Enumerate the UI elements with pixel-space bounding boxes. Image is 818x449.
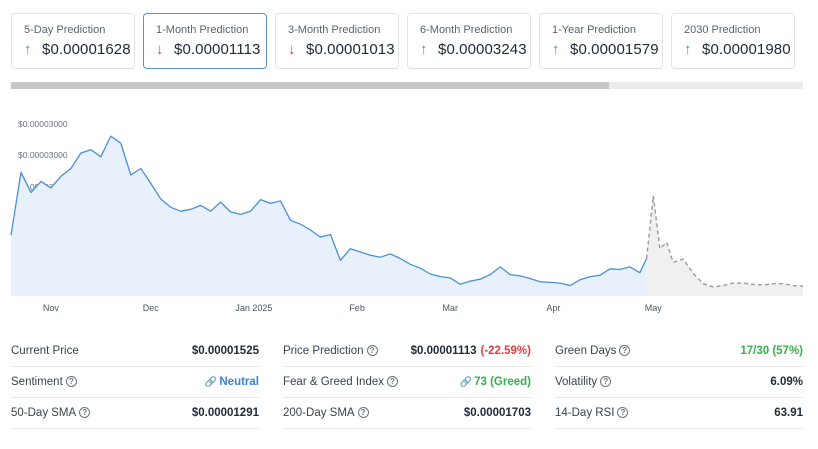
stat-row-volatility: Volatility? 6.09% xyxy=(555,367,803,398)
stat-value: $0.00001703 xyxy=(463,407,531,419)
stat-value-link[interactable]: 🔗 Neutral xyxy=(204,376,259,388)
prediction-label: 6-Month Prediction xyxy=(420,24,513,36)
stat-value: 17/30 (57%) xyxy=(740,345,803,357)
price-chart: $0.00003000$0.00003000$0.00003000$0.0000… xyxy=(0,112,818,320)
forecast-area xyxy=(646,195,803,296)
stat-row-green-days: Green Days? 17/30 (57%) xyxy=(555,336,803,367)
stat-row-price-prediction: Price Prediction? $0.00001113 (-22.59%) xyxy=(283,336,531,367)
stat-row-200-day-sma: 200-Day SMA? $0.00001703 xyxy=(283,398,531,429)
historical-price-line xyxy=(10,135,648,287)
prediction-value: ↑ $0.00001579 xyxy=(552,41,659,58)
prediction-label: 3-Month Prediction xyxy=(288,24,381,36)
price-chart-svg: $0.00003000$0.00003000$0.00003000$0.0000… xyxy=(10,119,804,313)
prediction-value: ↑ $0.00001628 xyxy=(24,41,131,58)
prediction-label: 1-Month Prediction xyxy=(156,24,249,36)
prediction-card-1-month[interactable]: 1-Month Prediction ↓ $0.00001113 xyxy=(143,13,267,69)
info-icon[interactable]: ? xyxy=(617,407,629,418)
arrow-up-icon: ↑ xyxy=(420,41,428,58)
stat-value: 6.09% xyxy=(770,376,803,388)
historical-area xyxy=(11,136,647,296)
stats-column-1: Current Price $0.00001525 Sentiment? 🔗 Ne… xyxy=(11,336,259,429)
prediction-value: ↓ $0.00001013 xyxy=(288,41,395,58)
stats-column-3: Green Days? 17/30 (57%) Volatility? 6.09… xyxy=(555,336,803,429)
x-tick-label: May xyxy=(645,303,663,313)
prediction-card-1-year[interactable]: 1-Year Prediction ↑ $0.00001579 xyxy=(539,13,663,69)
arrow-up-icon: ↑ xyxy=(684,41,692,58)
prediction-value: ↑ $0.00003243 xyxy=(420,41,527,58)
stats-column-2: Price Prediction? $0.00001113 (-22.59%) F… xyxy=(283,336,531,429)
x-tick-label: Dec xyxy=(143,303,160,313)
stat-value: $0.00001525 xyxy=(191,345,259,357)
x-tick-label: Mar xyxy=(443,303,459,313)
arrow-up-icon: ↑ xyxy=(552,41,560,58)
prediction-card-5-day[interactable]: 5-Day Prediction ↑ $0.00001628 xyxy=(11,13,135,69)
stat-label: 14-Day RSI? xyxy=(555,407,629,419)
stat-row-fear-greed: Fear & Greed Index? 🔗 73 (Greed) xyxy=(283,367,531,398)
stat-row-14-day-rsi: 14-Day RSI? 63.91 xyxy=(555,398,803,429)
prediction-label: 5-Day Prediction xyxy=(24,24,106,36)
prediction-cards: 5-Day Prediction ↑ $0.00001628 1-Month Pr… xyxy=(11,13,797,69)
change-percent: (-22.59%) xyxy=(480,345,532,357)
stat-label: 50-Day SMA? xyxy=(11,407,91,419)
prediction-label: 2030 Prediction xyxy=(684,24,761,36)
stat-label: Price Prediction? xyxy=(283,345,378,357)
prediction-card-3-month[interactable]: 3-Month Prediction ↓ $0.00001013 xyxy=(275,13,399,69)
x-tick-label: Apr xyxy=(546,303,560,313)
arrow-up-icon: ↑ xyxy=(24,41,32,58)
stat-label: Sentiment? xyxy=(11,376,77,388)
arrow-down-icon: ↓ xyxy=(156,41,164,58)
stat-row-current-price: Current Price $0.00001525 xyxy=(11,336,259,367)
prediction-card-6-month[interactable]: 6-Month Prediction ↑ $0.00003243 xyxy=(407,13,531,69)
prediction-label: 1-Year Prediction xyxy=(552,24,636,36)
info-icon[interactable]: ? xyxy=(619,345,631,356)
y-tick-label: $0.00003000 xyxy=(18,150,68,160)
stat-value: $0.00001291 xyxy=(191,407,259,419)
scrollbar-thumb[interactable] xyxy=(11,82,609,89)
stat-label: Volatility? xyxy=(555,376,612,388)
stat-value-link[interactable]: 🔗 73 (Greed) xyxy=(459,376,531,388)
stat-value: 63.91 xyxy=(774,407,803,419)
info-icon[interactable]: ? xyxy=(357,407,369,418)
x-tick-label: Feb xyxy=(349,303,365,313)
stat-value: $0.00001113 (-22.59%) xyxy=(410,345,532,357)
x-tick-label: Nov xyxy=(43,303,60,313)
y-tick-label: $0.00003000 xyxy=(18,119,68,129)
horizontal-scrollbar[interactable] xyxy=(11,82,803,89)
stat-label: 200-Day SMA? xyxy=(283,407,369,419)
info-icon[interactable]: ? xyxy=(366,345,378,356)
stat-label: Current Price xyxy=(11,345,79,357)
prediction-value: ↓ $0.00001113 xyxy=(156,41,261,58)
link-icon: 🔗 xyxy=(204,377,218,388)
stat-row-50-day-sma: 50-Day SMA? $0.00001291 xyxy=(11,398,259,429)
info-icon[interactable]: ? xyxy=(387,376,398,387)
forecast-price-line xyxy=(645,195,804,288)
prediction-value: ↑ $0.00001980 xyxy=(684,41,791,58)
stat-label: Fear & Greed Index? xyxy=(283,376,398,388)
stat-label: Green Days? xyxy=(555,345,631,357)
info-icon[interactable]: ? xyxy=(65,376,77,387)
arrow-down-icon: ↓ xyxy=(288,41,296,58)
stat-row-sentiment: Sentiment? 🔗 Neutral xyxy=(11,367,259,398)
info-icon[interactable]: ? xyxy=(600,376,612,387)
link-icon: 🔗 xyxy=(459,377,473,388)
info-icon[interactable]: ? xyxy=(79,407,91,418)
prediction-card-2030[interactable]: 2030 Prediction ↑ $0.00001980 xyxy=(671,13,795,69)
x-tick-label: Jan 2025 xyxy=(235,303,272,313)
